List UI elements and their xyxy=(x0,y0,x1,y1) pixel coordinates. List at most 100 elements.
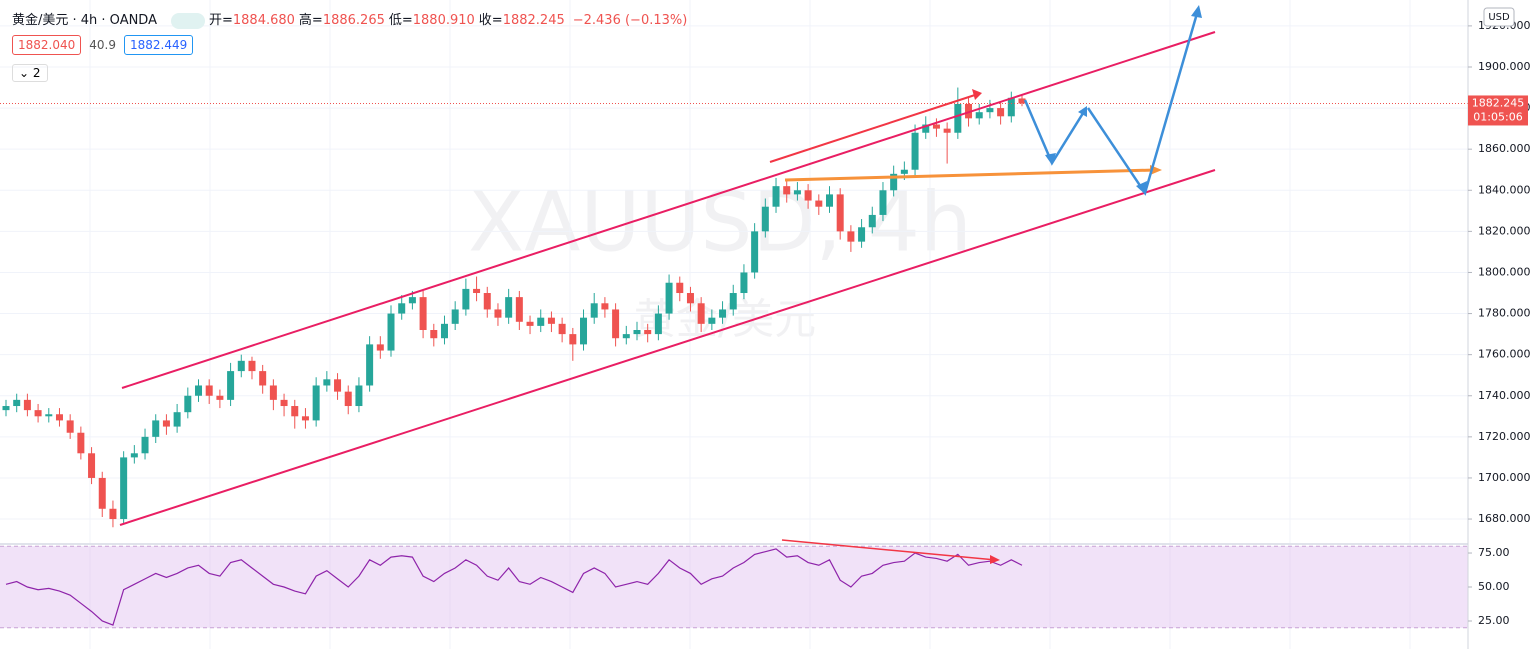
candle-body xyxy=(323,379,331,386)
candle-body xyxy=(2,406,10,411)
ohlc-values: 开=1884.680 高=1886.265 低=1880.910 收=1882.245 xyxy=(209,13,569,28)
candle-body xyxy=(259,371,267,386)
candle-body xyxy=(88,453,96,478)
candle-body xyxy=(419,297,427,330)
change: −2.436 (−0.13%) xyxy=(572,13,688,28)
candle-body xyxy=(312,385,320,421)
candle-body xyxy=(355,385,363,407)
candle-body xyxy=(237,360,245,372)
candle-body xyxy=(184,395,192,413)
y-tick-label: 75.00 xyxy=(1478,546,1510,559)
bid[interactable]: 1882.040 xyxy=(12,35,82,55)
candle-body xyxy=(120,457,128,520)
candle-body xyxy=(868,214,876,228)
candle-body xyxy=(1007,97,1015,117)
candle-body xyxy=(911,132,919,170)
candle-body xyxy=(644,330,652,335)
candle-body xyxy=(494,309,502,318)
candle-body xyxy=(55,414,63,421)
candle-body xyxy=(162,420,170,427)
price-axis: 1680.000 1700.000 1720.000 1740.000 1760.000… xyxy=(1468,19,1531,627)
candle-body xyxy=(847,231,855,242)
currency: USD xyxy=(1488,12,1510,23)
candle-body xyxy=(440,323,448,339)
currency-box[interactable] xyxy=(1483,7,1515,27)
ask[interactable]: 1882.449 xyxy=(123,35,194,55)
candle-body xyxy=(376,344,384,351)
candle-body xyxy=(965,103,973,119)
y-tick-label: 1700.000 xyxy=(1478,471,1531,484)
candle-body xyxy=(408,297,416,304)
candle-body xyxy=(686,293,694,304)
candle-body xyxy=(740,272,748,294)
candle-body xyxy=(825,194,833,207)
candle-body xyxy=(729,293,737,310)
ohlc-label: 低= xyxy=(388,13,413,28)
candle-body xyxy=(462,288,470,310)
candle-body xyxy=(547,317,555,324)
candle-body xyxy=(451,309,459,324)
candle-body xyxy=(141,436,149,454)
candle-body xyxy=(815,200,823,207)
candle-body xyxy=(932,124,940,129)
candle-body xyxy=(858,227,866,242)
candle-body xyxy=(130,453,138,458)
y-tick-label: 25.00 xyxy=(1478,614,1510,627)
candle-body xyxy=(986,108,994,113)
channel-lower xyxy=(119,169,1216,526)
candle-body xyxy=(23,399,31,411)
candle-body xyxy=(580,317,588,345)
y-tick-label: 1820.000 xyxy=(1478,224,1531,237)
candle-body xyxy=(751,231,759,273)
y-tick-label: 1720.000 xyxy=(1478,430,1531,443)
ohlc-value: 1880.910 xyxy=(412,13,475,28)
candle-body xyxy=(205,385,213,396)
candle-body xyxy=(783,186,791,195)
status-icons[interactable] xyxy=(170,12,205,29)
candle-body xyxy=(483,293,491,310)
candle-body xyxy=(719,309,727,318)
channel-upper xyxy=(121,31,1216,389)
arrow-heads xyxy=(1045,5,1202,195)
candle-body xyxy=(398,303,406,314)
pane-separator xyxy=(0,543,1468,545)
candle-body xyxy=(216,395,224,400)
y-tick-label: 50.00 xyxy=(1478,580,1510,593)
candle-body xyxy=(280,399,288,407)
ohlc-label: 高= xyxy=(298,13,323,28)
candle-body xyxy=(13,399,21,407)
candle-body xyxy=(98,477,106,509)
candle-body xyxy=(676,282,684,294)
candle-body xyxy=(612,309,620,339)
candle-body xyxy=(537,317,545,326)
candle-body xyxy=(473,288,481,294)
drawings xyxy=(119,5,1216,564)
y-tick-label: 1680.000 xyxy=(1478,512,1531,525)
y-tick-label: 1840.000 xyxy=(1478,183,1531,196)
candle-body xyxy=(665,282,673,314)
candle-body xyxy=(45,414,53,417)
candle-body xyxy=(622,334,630,339)
arrow-head xyxy=(990,555,1000,564)
candle-body xyxy=(890,173,898,191)
candle-body xyxy=(601,303,609,310)
legend: 黄金/美元 · 4h · OANDA 开=1884.680 高=1886.265 低=… xyxy=(12,9,691,29)
candle-body xyxy=(152,420,160,437)
watermark: XAUUSD, 4h xyxy=(468,175,972,270)
indicator-toggle[interactable]: ⌄ 2 xyxy=(12,64,48,82)
candle-body xyxy=(34,410,42,417)
candle-body xyxy=(697,303,705,324)
watermark-name: 黄金/美元 xyxy=(634,295,816,344)
candle-body xyxy=(793,190,801,195)
quote-row: 1882.040 40.9 1882.449 xyxy=(12,35,194,55)
rsi-divergence xyxy=(781,539,997,561)
price-tag-label: 1882.245 xyxy=(1472,96,1525,109)
candle-body xyxy=(366,344,374,386)
candle-body xyxy=(66,420,74,433)
ohlc-label: 开= xyxy=(208,13,233,28)
candle-body xyxy=(558,323,566,335)
ohlc-value: 1882.245 xyxy=(502,13,565,28)
symbol: 黄金/美元 · 4h · OANDA xyxy=(12,13,157,28)
candle-body xyxy=(269,385,277,400)
